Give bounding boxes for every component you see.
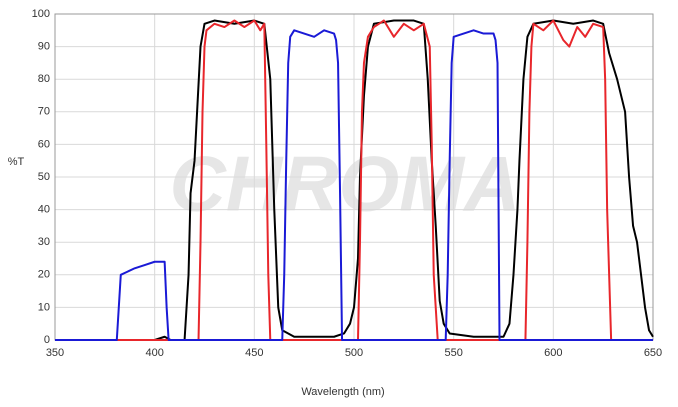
y-axis-label: %T <box>8 156 25 168</box>
y-tick-label: 20 <box>38 269 50 281</box>
y-tick-label: 10 <box>38 301 50 313</box>
x-tick-label: 450 <box>245 347 263 359</box>
y-tick-label: 80 <box>38 73 50 85</box>
series-line <box>55 19 654 341</box>
series-line <box>55 29 653 341</box>
x-tick-label: 500 <box>345 347 363 359</box>
y-tick-label: 30 <box>38 236 50 248</box>
series-line <box>55 19 653 341</box>
x-tick-label: 650 <box>644 347 662 359</box>
y-tick-label: 60 <box>38 138 50 150</box>
watermark: CHROMA <box>170 140 521 228</box>
y-tick-label: 0 <box>44 334 50 346</box>
x-axis-label: Wavelength (nm) <box>301 386 384 398</box>
y-tick-label: 100 <box>32 8 50 20</box>
x-tick-label: 600 <box>544 347 562 359</box>
y-tick-label: 70 <box>38 106 50 118</box>
x-tick-label: 400 <box>145 347 163 359</box>
y-tick-label: 50 <box>38 171 50 183</box>
x-tick-label: 550 <box>444 347 462 359</box>
x-tick-label: 350 <box>46 347 64 359</box>
y-tick-label: 40 <box>38 204 50 216</box>
y-tick-label: 90 <box>38 41 50 53</box>
